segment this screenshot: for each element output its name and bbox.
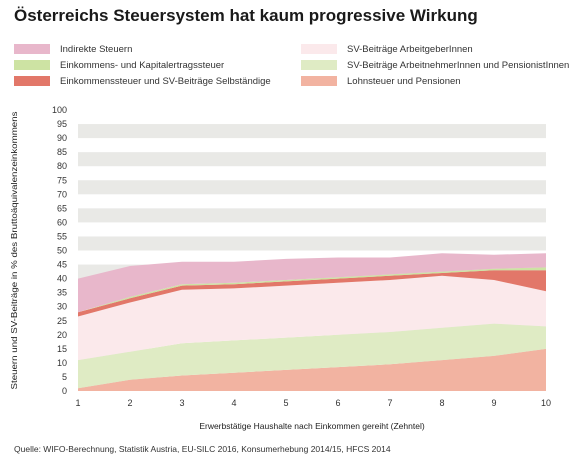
x-tick-label: 4	[231, 398, 236, 408]
series-area-lohnsteuer-und-pensionen	[78, 348, 546, 391]
legend-item-indirekte-steuern: Indirekte Steuern	[14, 43, 132, 55]
y-tick-label: 95	[57, 119, 67, 129]
y-tick-label: 5	[62, 372, 67, 382]
legend-label: Lohnsteuer und Pensionen	[347, 75, 461, 87]
legend-item-einkommens-und-kapitalertragssteuer: Einkommens- und Kapitalertragssteuer	[14, 59, 224, 71]
legend-swatch	[14, 60, 50, 70]
x-tick-label: 1	[75, 398, 80, 408]
legend-swatch	[301, 76, 337, 86]
source-note: Quelle: WIFO-Berechnung, Statistik Austr…	[14, 444, 391, 454]
legend-label: Einkommenssteuer und SV-Beiträge Selbstä…	[60, 75, 271, 87]
x-tick-label: 7	[387, 398, 392, 408]
y-tick-label: 55	[57, 231, 67, 241]
y-tick-label: 65	[57, 203, 67, 213]
series-area-indirekte-steuern	[78, 253, 546, 313]
y-tick-label: 25	[57, 316, 67, 326]
legend-swatch	[14, 44, 50, 54]
y-tick-labels: 0 5 10 15 20 25 30 35 40 45 50 55 60 65 70 75 80 85 90 95 10…	[52, 105, 67, 396]
y-tick-label: 80	[57, 161, 67, 171]
y-tick-label: 90	[57, 133, 67, 143]
y-tick-label: 30	[57, 302, 67, 312]
y-tick-label: 45	[57, 260, 67, 270]
stacked-areas	[78, 253, 546, 391]
x-tick-label: 5	[283, 398, 288, 408]
legend-label: SV-Beiträge ArbeitnehmerInnen und Pensio…	[347, 59, 570, 71]
legend-label: SV-Beiträge ArbeitgeberInnen	[347, 43, 473, 55]
chart-title: Österreichs Steuersystem hat kaum progre…	[14, 6, 478, 25]
legend-swatch	[301, 60, 337, 70]
x-tick-label: 6	[335, 398, 340, 408]
grid-band	[78, 208, 546, 223]
series-area-einkommenssteuer-und-sv-beitr-ge-selbst-ndige	[78, 270, 546, 317]
legend-item-einkommenssteuer-und-sv-beitr-ge-selbst-ndige: Einkommenssteuer und SV-Beiträge Selbstä…	[14, 75, 271, 87]
y-tick-label: 60	[57, 217, 67, 227]
y-axis-title: Steuern und SV-Beiträge in % des Bruttoä…	[9, 112, 19, 390]
x-tick-label: 10	[541, 398, 551, 408]
legend-swatch	[301, 44, 337, 54]
y-tick-label: 40	[57, 274, 67, 284]
x-axis-title: Erwerbstätige Haushalte nach Einkommen g…	[199, 421, 425, 431]
grid-band	[78, 236, 546, 251]
x-tick-label: 9	[491, 398, 496, 408]
y-tick-label: 10	[57, 358, 67, 368]
legend-label: Einkommens- und Kapitalertragssteuer	[60, 59, 225, 71]
grid-band	[78, 124, 546, 139]
y-tick-label: 75	[57, 175, 67, 185]
y-tick-label: 100	[52, 105, 67, 115]
grid-band	[78, 180, 546, 195]
x-tick-label: 3	[179, 398, 184, 408]
y-tick-label: 50	[57, 246, 67, 256]
legend-item-lohnsteuer-und-pensionen: Lohnsteuer und Pensionen	[301, 75, 461, 87]
legend-label: Indirekte Steuern	[60, 43, 133, 55]
x-tick-label: 2	[127, 398, 132, 408]
legend-item-sv-beitr-ge-arbeitnehmerinnen-und-pensionistinnen: SV-Beiträge ArbeitnehmerInnen und Pensio…	[301, 59, 569, 71]
x-tick-labels: 1 2 3 4 5 6 7 8 9 10	[75, 398, 551, 408]
grid-band	[78, 152, 546, 167]
y-tick-label: 20	[57, 330, 67, 340]
legend-swatch	[14, 76, 50, 86]
series-area-sv-beitr-ge-arbeitnehmerinnen-und-pensionistinnen	[78, 323, 546, 389]
series-area-sv-beitr-ge-arbeitgeberinnen	[78, 275, 546, 361]
y-tick-label: 0	[62, 386, 67, 396]
legend-item-sv-beitr-ge-arbeitgeberinnen: SV-Beiträge ArbeitgeberInnen	[301, 43, 473, 55]
y-tick-label: 85	[57, 147, 67, 157]
y-tick-label: 70	[57, 189, 67, 199]
x-tick-label: 8	[439, 398, 444, 408]
y-tick-label: 15	[57, 344, 67, 354]
y-tick-label: 35	[57, 288, 67, 298]
